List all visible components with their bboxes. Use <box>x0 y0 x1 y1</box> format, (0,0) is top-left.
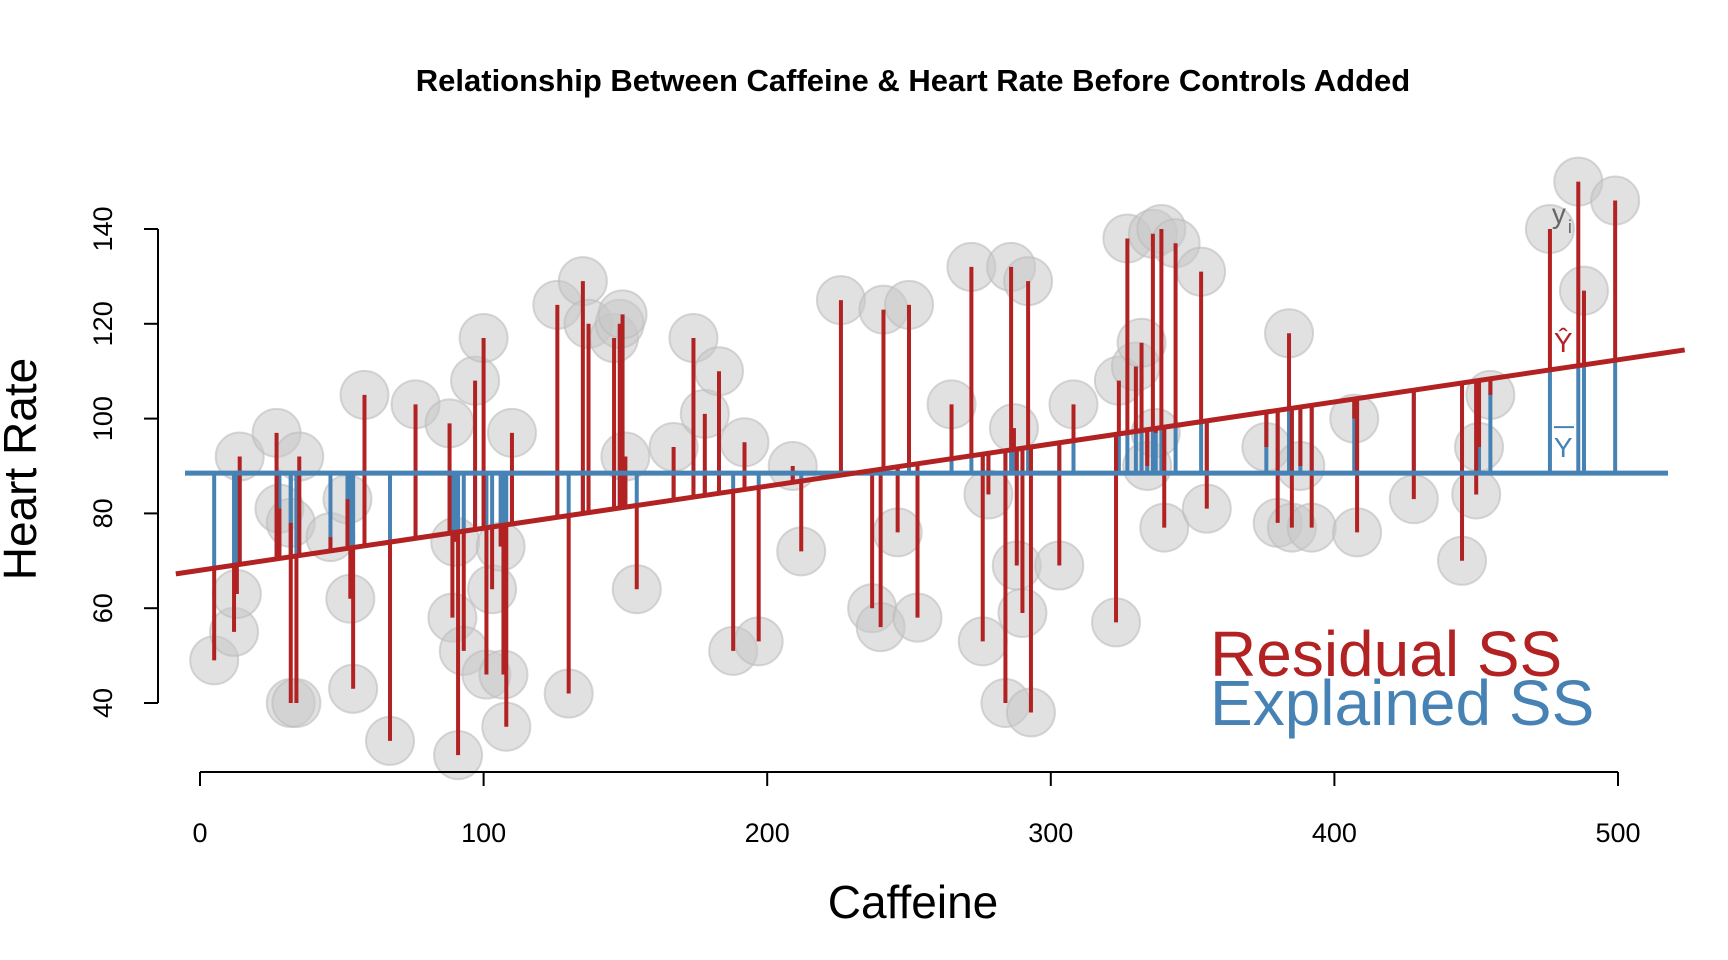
yi-subscript: i <box>1568 217 1572 237</box>
y-axis: 40 60 80 100 120 140 <box>88 206 159 718</box>
x-axis: 0 100 200 300 400 500 <box>192 771 1641 848</box>
y-axis-title: Heart Rate <box>0 358 46 580</box>
ybar-label: Y <box>1554 432 1573 463</box>
x-tick-label: 400 <box>1312 818 1357 848</box>
yi-annotation: y i <box>1552 198 1572 237</box>
ybar-annotation: Y <box>1553 426 1574 463</box>
legend: Residual SS Explained SS <box>1210 618 1594 739</box>
chart-title: Relationship Between Caffeine & Heart Ra… <box>416 63 1410 98</box>
legend-residual: Residual SS <box>1210 618 1562 690</box>
y-tick-label: 60 <box>88 593 118 623</box>
x-tick-label: 200 <box>745 818 790 848</box>
legend-explained: Explained SS <box>1210 667 1594 739</box>
x-tick-label: 0 <box>192 818 207 848</box>
x-tick-label: 300 <box>1028 818 1073 848</box>
y-tick-label: 120 <box>88 301 118 346</box>
y-tick-label: 40 <box>88 688 118 718</box>
yhat-label: Ŷ <box>1554 327 1573 358</box>
regression-line <box>175 347 1686 577</box>
x-tick-label: 100 <box>461 818 506 848</box>
yi-label: y <box>1552 198 1566 229</box>
y-tick-label: 140 <box>88 206 118 251</box>
x-tick-label: 500 <box>1595 818 1640 848</box>
y-tick-label: 100 <box>88 396 118 441</box>
y-tick-label: 80 <box>88 498 118 528</box>
residual-segments-layer <box>212 181 1618 756</box>
x-axis-title: Caffeine <box>828 876 999 928</box>
